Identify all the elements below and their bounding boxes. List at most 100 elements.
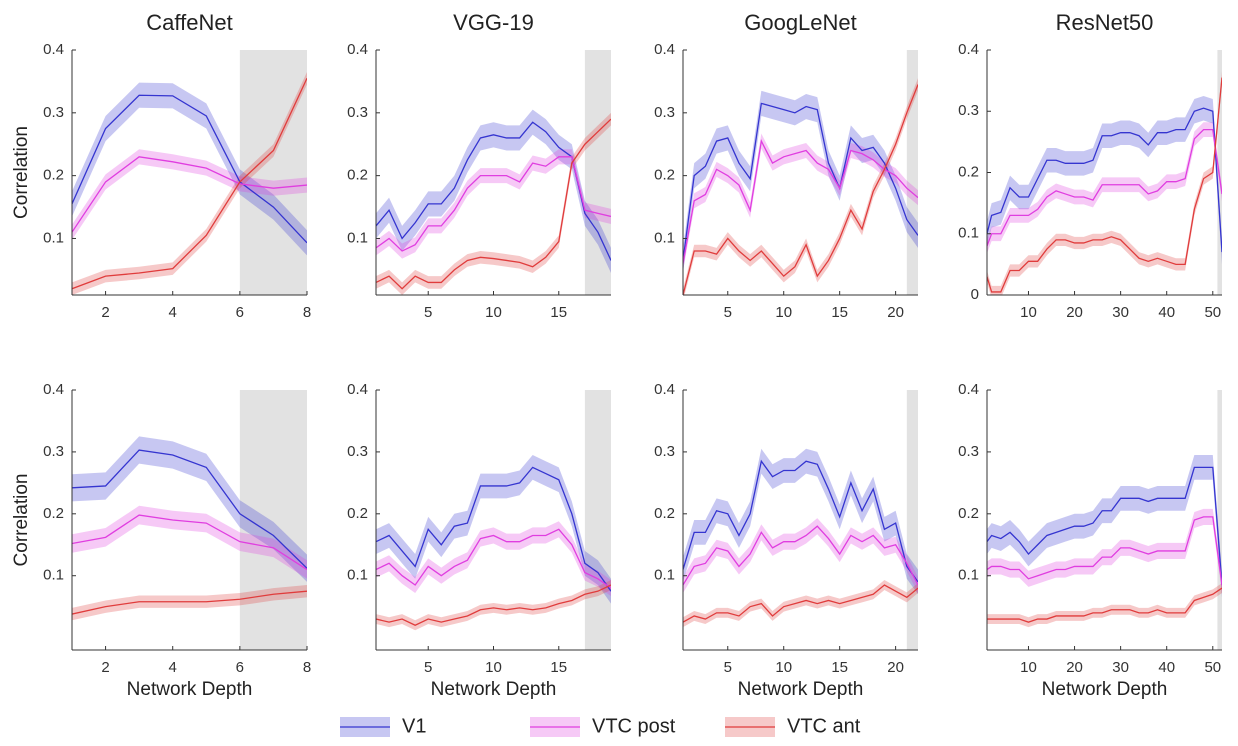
series-line: [683, 525, 918, 586]
y-tick-label: 0.3: [958, 102, 979, 119]
y-tick-label: 0.2: [958, 163, 979, 180]
x-tick-label: 30: [1112, 304, 1129, 321]
x-tick-label: 50: [1204, 304, 1221, 321]
error-band: [72, 436, 307, 582]
error-band: [987, 508, 1222, 594]
plot-area: [987, 71, 1222, 295]
y-tick-label: 0.4: [43, 381, 64, 398]
y-tick-label: 0.3: [654, 104, 675, 121]
error-band: [683, 78, 918, 295]
x-tick-label: 20: [1066, 659, 1083, 676]
y-tick-label: 0.4: [654, 41, 675, 58]
x-tick-label: 10: [1020, 659, 1037, 676]
y-tick-label: 0.2: [43, 505, 64, 522]
x-tick-label: 50: [1204, 659, 1221, 676]
x-tick-label: 6: [236, 659, 244, 676]
error-band: [683, 580, 918, 628]
y-tick-label: 0.2: [654, 505, 675, 522]
x-tick-label: 8: [303, 659, 311, 676]
series-line: [683, 84, 918, 295]
error-band: [376, 521, 611, 597]
y-tick-label: 0.2: [43, 167, 64, 184]
y-tick-label: 0.4: [958, 381, 979, 398]
error-band: [987, 122, 1222, 254]
x-tick-label: 5: [424, 659, 432, 676]
y-axis-label: Correlation: [11, 126, 32, 219]
x-tick-label: 15: [831, 659, 848, 676]
x-tick-label: 20: [887, 659, 904, 676]
series-line: [376, 584, 611, 626]
plot-area: [683, 78, 918, 295]
error-band: [376, 580, 611, 631]
plot-area: [987, 455, 1222, 628]
error-band: [987, 583, 1222, 628]
x-tick-label: 6: [236, 304, 244, 321]
y-tick-label: 0.4: [958, 41, 979, 58]
x-tick-label: 4: [169, 659, 177, 676]
y-tick-label: 0.3: [654, 443, 675, 460]
series-line: [683, 459, 918, 583]
series-line: [987, 587, 1222, 623]
y-tick-label: 0.1: [654, 567, 675, 584]
y-tick-label: 0.1: [347, 567, 368, 584]
series-line: [987, 128, 1222, 247]
x-tick-label: 5: [724, 659, 732, 676]
error-band: [683, 518, 918, 594]
error-band: [72, 585, 307, 621]
series-line: [376, 156, 611, 252]
series-line: [72, 77, 307, 290]
error-band: [376, 149, 611, 259]
series-line: [72, 514, 307, 571]
y-tick-label: 0.1: [958, 567, 979, 584]
y-tick-label: 0.1: [43, 567, 64, 584]
series-line: [376, 118, 611, 290]
plot-area: [72, 71, 307, 295]
x-tick-label: 15: [831, 304, 848, 321]
x-tick-label: 5: [724, 304, 732, 321]
x-tick-label: 20: [1066, 304, 1083, 321]
shaded-region: [906, 390, 918, 650]
error-band: [987, 95, 1222, 265]
series-line: [72, 590, 307, 615]
error-band: [683, 90, 918, 274]
shaded-region: [239, 390, 307, 650]
y-tick-label: 0.4: [654, 381, 675, 398]
shaded-region: [1217, 390, 1222, 650]
x-tick-label: 8: [303, 304, 311, 321]
error-band: [987, 455, 1222, 598]
x-tick-label: 40: [1158, 659, 1175, 676]
series-line: [683, 139, 918, 264]
plot-area: [376, 109, 611, 295]
error-band: [72, 505, 307, 579]
x-axis-label: Network Depth: [1042, 679, 1168, 700]
y-tick-label: 0: [971, 286, 979, 303]
x-tick-label: 15: [550, 304, 567, 321]
error-band: [376, 455, 611, 604]
error-band: [683, 448, 918, 595]
y-tick-label: 0.3: [43, 443, 64, 460]
series-line: [72, 156, 307, 233]
series-line: [376, 466, 611, 592]
series-line: [72, 94, 307, 244]
chart-title: VGG-19: [453, 10, 534, 35]
shaded-region: [584, 50, 611, 295]
y-tick-label: 0.4: [347, 381, 368, 398]
series-line: [987, 77, 1222, 293]
error-band: [72, 71, 307, 295]
chart-title: CaffeNet: [146, 10, 232, 35]
series-line: [987, 516, 1222, 586]
x-tick-label: 2: [101, 659, 109, 676]
y-tick-label: 0.1: [43, 229, 64, 246]
plot-area: [376, 455, 611, 631]
legend-label: V1: [402, 715, 426, 737]
series-line: [683, 102, 918, 261]
x-tick-label: 10: [775, 304, 792, 321]
y-tick-label: 0.4: [43, 41, 64, 58]
y-tick-label: 0.2: [347, 505, 368, 522]
shaded-region: [584, 390, 611, 650]
y-tick-label: 0.3: [958, 443, 979, 460]
error-band: [72, 149, 307, 240]
series-line: [72, 449, 307, 569]
y-tick-label: 0.3: [347, 104, 368, 121]
